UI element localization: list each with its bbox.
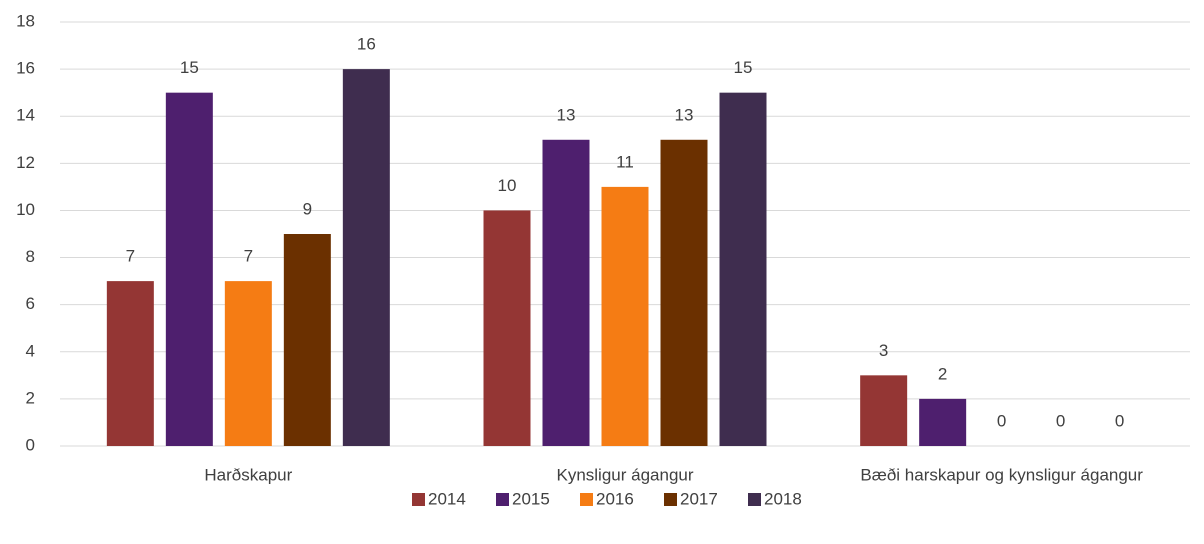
- bar: [719, 92, 767, 447]
- data-label: 7: [126, 247, 135, 266]
- y-tick-label: 10: [16, 200, 35, 219]
- y-tick-label: 0: [26, 435, 35, 454]
- data-label: 13: [557, 105, 576, 124]
- y-tick-label: 12: [16, 153, 35, 172]
- data-label: 16: [357, 35, 376, 54]
- y-tick-label: 4: [26, 341, 35, 360]
- data-label: 13: [675, 105, 694, 124]
- data-label: 15: [734, 58, 753, 77]
- legend-swatch: [580, 493, 593, 506]
- bar: [483, 210, 531, 446]
- data-label: 0: [1115, 411, 1124, 430]
- bar: [919, 398, 967, 446]
- x-tick-label: Bæði harskapur og kynsligur ágangur: [860, 465, 1143, 484]
- bar: [283, 234, 331, 446]
- legend-label: 2017: [680, 489, 718, 508]
- legend-label: 2018: [764, 489, 802, 508]
- data-label: 0: [1056, 411, 1065, 430]
- bar: [601, 186, 649, 446]
- bar: [342, 69, 390, 446]
- data-label: 11: [616, 152, 634, 171]
- data-label: 2: [938, 364, 947, 383]
- y-tick-label: 16: [16, 59, 35, 78]
- legend-swatch: [412, 493, 425, 506]
- y-tick-label: 6: [26, 294, 35, 313]
- data-label: 10: [498, 176, 517, 195]
- y-tick-label: 14: [16, 106, 35, 125]
- bar: [165, 92, 213, 447]
- x-tick-label: Kynsligur ágangur: [556, 465, 693, 484]
- x-tick-label: Harðskapur: [204, 465, 292, 484]
- bar: [224, 281, 272, 446]
- data-label: 0: [997, 411, 1006, 430]
- legend-swatch: [664, 493, 677, 506]
- bar: [860, 375, 908, 446]
- data-label: 7: [244, 247, 253, 266]
- bar: [660, 139, 708, 446]
- y-tick-label: 18: [16, 11, 35, 30]
- legend-swatch: [496, 493, 509, 506]
- y-tick-label: 8: [26, 247, 35, 266]
- data-label: 15: [180, 58, 199, 77]
- legend-label: 2014: [428, 489, 466, 508]
- bar: [542, 139, 590, 446]
- y-tick-label: 2: [26, 388, 35, 407]
- data-label: 3: [879, 341, 888, 360]
- data-label: 9: [303, 199, 312, 218]
- bar: [106, 281, 154, 446]
- legend-label: 2015: [512, 489, 550, 508]
- legend-swatch: [748, 493, 761, 506]
- legend-label: 2016: [596, 489, 634, 508]
